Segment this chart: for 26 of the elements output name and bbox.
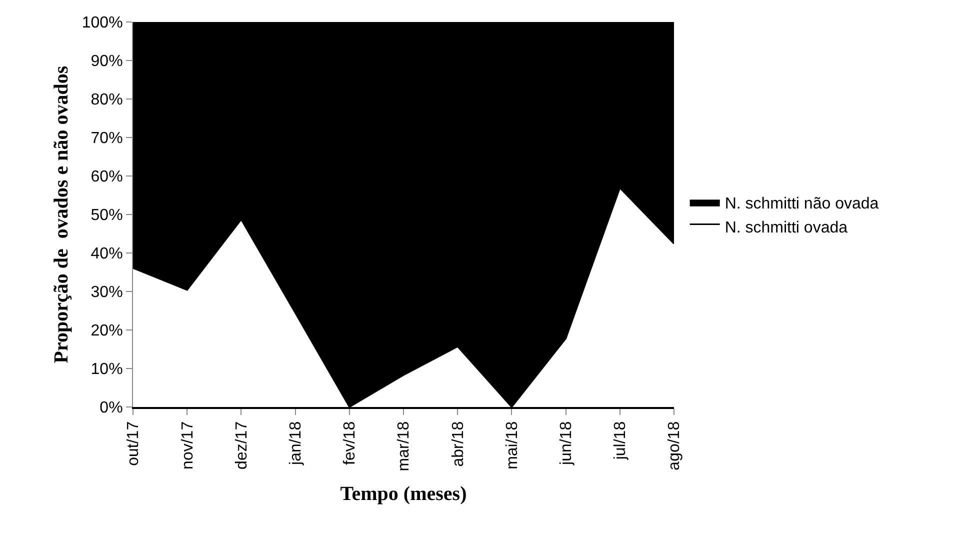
x-tick-label: ago/18 (666, 421, 684, 470)
y-tick-label: 30% (90, 284, 123, 302)
y-tick-label: 60% (90, 168, 123, 186)
x-tick-label: mar/18 (396, 421, 413, 472)
y-tick-label: 50% (90, 207, 123, 224)
y-tick-label: 100% (82, 14, 123, 32)
y-tick-label: 90% (90, 53, 123, 70)
y-tick-label: 20% (90, 322, 123, 340)
y-tick-label: 40% (90, 246, 123, 263)
x-tick-label: dez/17 (233, 421, 250, 470)
legend-label: N. schmitti ovada (724, 219, 848, 236)
x-tick-label: fev/18 (342, 421, 359, 465)
x-tick-label: mai/18 (504, 421, 521, 470)
x-tick-label: nov/17 (179, 421, 196, 470)
y-tick-label: 70% (90, 130, 123, 148)
x-tick-label: jul/18 (612, 421, 630, 461)
x-tick-label: abr/18 (450, 421, 467, 467)
y-axis-title: Proporção de ovados e não ovados (50, 66, 72, 364)
x-tick-label: jan/18 (288, 421, 304, 466)
y-tick-label: 80% (90, 92, 123, 109)
legend-label: N. schmitti não ovada (724, 196, 879, 213)
y-tick-label: 10% (90, 361, 123, 378)
x-tick-label: jun/18 (558, 421, 575, 466)
x-tick-label: out/17 (125, 421, 142, 466)
x-axis-title: Tempo (meses) (340, 483, 467, 506)
y-tick-label: 0% (100, 400, 123, 417)
